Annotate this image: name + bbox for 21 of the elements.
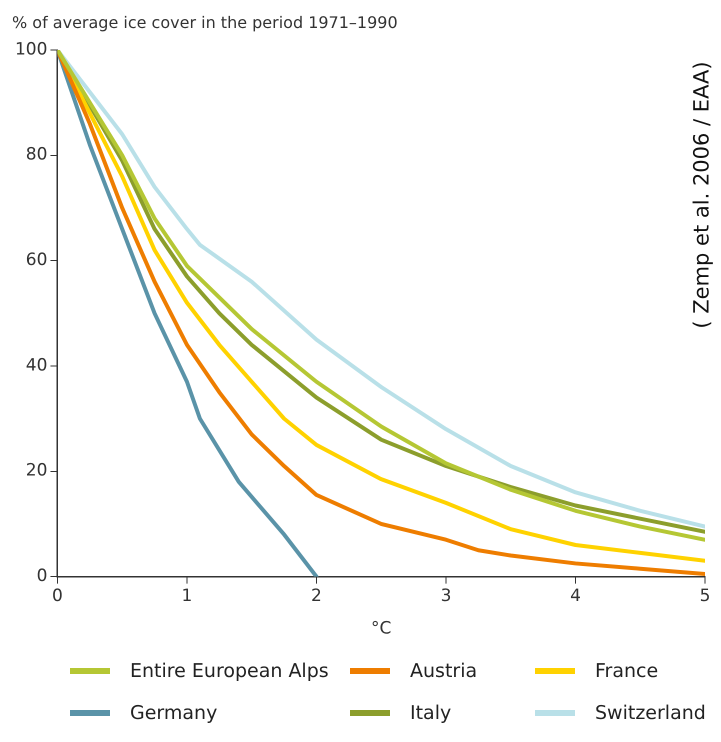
y-tick-label: 80 <box>26 144 48 165</box>
legend-label: Germany <box>130 702 218 724</box>
x-tick-label: 1 <box>182 586 192 606</box>
x-tick-label: 5 <box>700 586 710 606</box>
x-axis-title: °C <box>371 618 392 639</box>
x-tick-label: 4 <box>570 586 581 606</box>
y-tick-label: 60 <box>26 250 48 270</box>
y-axis-title: % of average ice cover in the period 1971–1990 <box>12 13 398 32</box>
y-tick-label: 20 <box>26 460 48 481</box>
legend-label: Switzerland <box>595 702 706 724</box>
x-tick-label: 3 <box>440 586 452 606</box>
y-tick-label: 40 <box>26 355 48 376</box>
x-tick-label: 0 <box>52 586 63 606</box>
legend-label: France <box>595 660 658 682</box>
annotation: ( Zemp et al. 2006 / EAA) <box>689 61 714 329</box>
legend-label: Italy <box>410 702 452 724</box>
legend-label: Entire European Alps <box>130 660 329 682</box>
legend-label: Austria <box>410 660 478 682</box>
y-tick-label: 0 <box>36 566 48 586</box>
x-tick-label: 2 <box>311 586 322 606</box>
y-tick-label: 100 <box>14 39 48 60</box>
